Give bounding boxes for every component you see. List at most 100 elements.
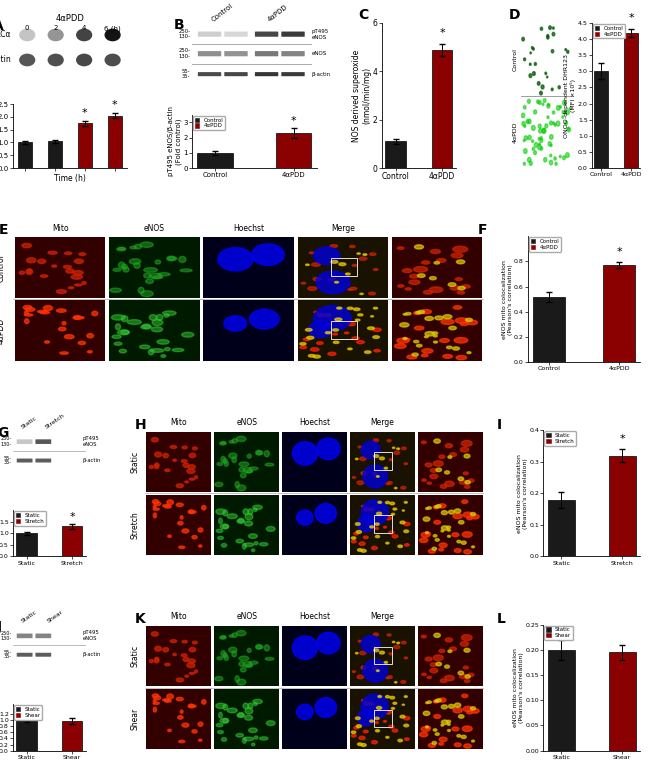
Ellipse shape — [177, 715, 183, 719]
FancyBboxPatch shape — [255, 51, 278, 56]
Circle shape — [547, 34, 549, 37]
Bar — [417, 495, 483, 555]
Ellipse shape — [352, 731, 356, 734]
Ellipse shape — [376, 670, 379, 672]
Ellipse shape — [435, 700, 438, 702]
Ellipse shape — [457, 540, 461, 543]
Legend: Static, Stretch: Static, Stretch — [545, 431, 577, 446]
Circle shape — [523, 106, 526, 109]
Circle shape — [361, 499, 388, 525]
Ellipse shape — [25, 308, 35, 311]
Circle shape — [529, 162, 532, 165]
Circle shape — [540, 91, 542, 95]
Ellipse shape — [439, 698, 446, 702]
Ellipse shape — [188, 705, 196, 708]
Ellipse shape — [421, 354, 428, 357]
Ellipse shape — [223, 653, 227, 658]
Ellipse shape — [463, 472, 468, 475]
Ellipse shape — [393, 702, 396, 704]
Ellipse shape — [471, 707, 475, 710]
Ellipse shape — [376, 729, 380, 732]
Ellipse shape — [364, 702, 369, 705]
Ellipse shape — [421, 309, 432, 314]
Ellipse shape — [244, 521, 253, 526]
Ellipse shape — [112, 335, 121, 339]
Legend: Static, Shear: Static, Shear — [545, 626, 573, 640]
Ellipse shape — [237, 679, 246, 685]
Bar — [298, 237, 388, 298]
Ellipse shape — [162, 699, 170, 701]
Text: pT495
eNOS: pT495 eNOS — [83, 630, 99, 641]
Text: Static: Static — [21, 610, 38, 624]
Ellipse shape — [404, 724, 409, 727]
Ellipse shape — [435, 316, 443, 319]
Ellipse shape — [380, 457, 384, 460]
Ellipse shape — [441, 525, 448, 530]
Circle shape — [530, 52, 532, 54]
Circle shape — [567, 127, 571, 132]
Circle shape — [551, 144, 552, 146]
Ellipse shape — [173, 653, 176, 656]
Ellipse shape — [183, 463, 189, 467]
Circle shape — [528, 157, 531, 162]
Circle shape — [218, 247, 253, 271]
Ellipse shape — [266, 721, 275, 725]
FancyBboxPatch shape — [281, 31, 305, 37]
Ellipse shape — [150, 466, 153, 469]
Circle shape — [547, 104, 550, 108]
Ellipse shape — [357, 675, 363, 679]
Text: Hoechst: Hoechst — [233, 224, 264, 233]
Circle shape — [562, 116, 564, 118]
Text: 4: 4 — [82, 25, 86, 31]
Circle shape — [525, 136, 528, 140]
Circle shape — [527, 100, 530, 103]
FancyBboxPatch shape — [35, 459, 51, 463]
Ellipse shape — [357, 481, 363, 485]
Y-axis label: ONOO-dependent DHR123
(MFI ×10⁵): ONOO-dependent DHR123 (MFI ×10⁵) — [564, 54, 577, 138]
Ellipse shape — [359, 457, 366, 460]
Ellipse shape — [58, 327, 66, 331]
Ellipse shape — [376, 706, 382, 709]
Ellipse shape — [402, 704, 404, 705]
Ellipse shape — [153, 513, 157, 518]
Circle shape — [317, 632, 340, 654]
Ellipse shape — [245, 708, 253, 714]
Ellipse shape — [406, 313, 411, 315]
Circle shape — [105, 29, 120, 41]
Ellipse shape — [389, 459, 393, 460]
Ellipse shape — [223, 459, 227, 463]
Ellipse shape — [427, 482, 432, 484]
Ellipse shape — [458, 477, 463, 480]
Circle shape — [296, 704, 313, 719]
Ellipse shape — [153, 707, 157, 712]
Ellipse shape — [386, 736, 389, 738]
Ellipse shape — [148, 349, 154, 355]
Text: Static: Static — [21, 415, 38, 430]
Ellipse shape — [218, 712, 222, 718]
Ellipse shape — [188, 704, 194, 708]
Ellipse shape — [317, 342, 323, 345]
Text: eNOS: eNOS — [144, 224, 165, 233]
Ellipse shape — [253, 505, 263, 509]
Circle shape — [562, 100, 566, 105]
Ellipse shape — [454, 548, 461, 552]
Ellipse shape — [223, 510, 227, 516]
Ellipse shape — [396, 642, 400, 643]
Ellipse shape — [401, 486, 406, 489]
Circle shape — [566, 152, 569, 158]
Ellipse shape — [387, 676, 393, 679]
Text: 4αPDD: 4αPDD — [512, 121, 517, 142]
Ellipse shape — [395, 487, 397, 489]
Ellipse shape — [393, 641, 395, 643]
Ellipse shape — [119, 349, 127, 353]
Ellipse shape — [40, 275, 48, 277]
Ellipse shape — [385, 696, 389, 698]
Ellipse shape — [182, 332, 194, 337]
Text: Hoechst: Hoechst — [299, 612, 330, 621]
Ellipse shape — [428, 506, 432, 509]
Ellipse shape — [361, 744, 366, 746]
Ellipse shape — [463, 744, 471, 748]
Ellipse shape — [188, 659, 196, 663]
Ellipse shape — [454, 338, 468, 343]
Ellipse shape — [373, 269, 378, 270]
